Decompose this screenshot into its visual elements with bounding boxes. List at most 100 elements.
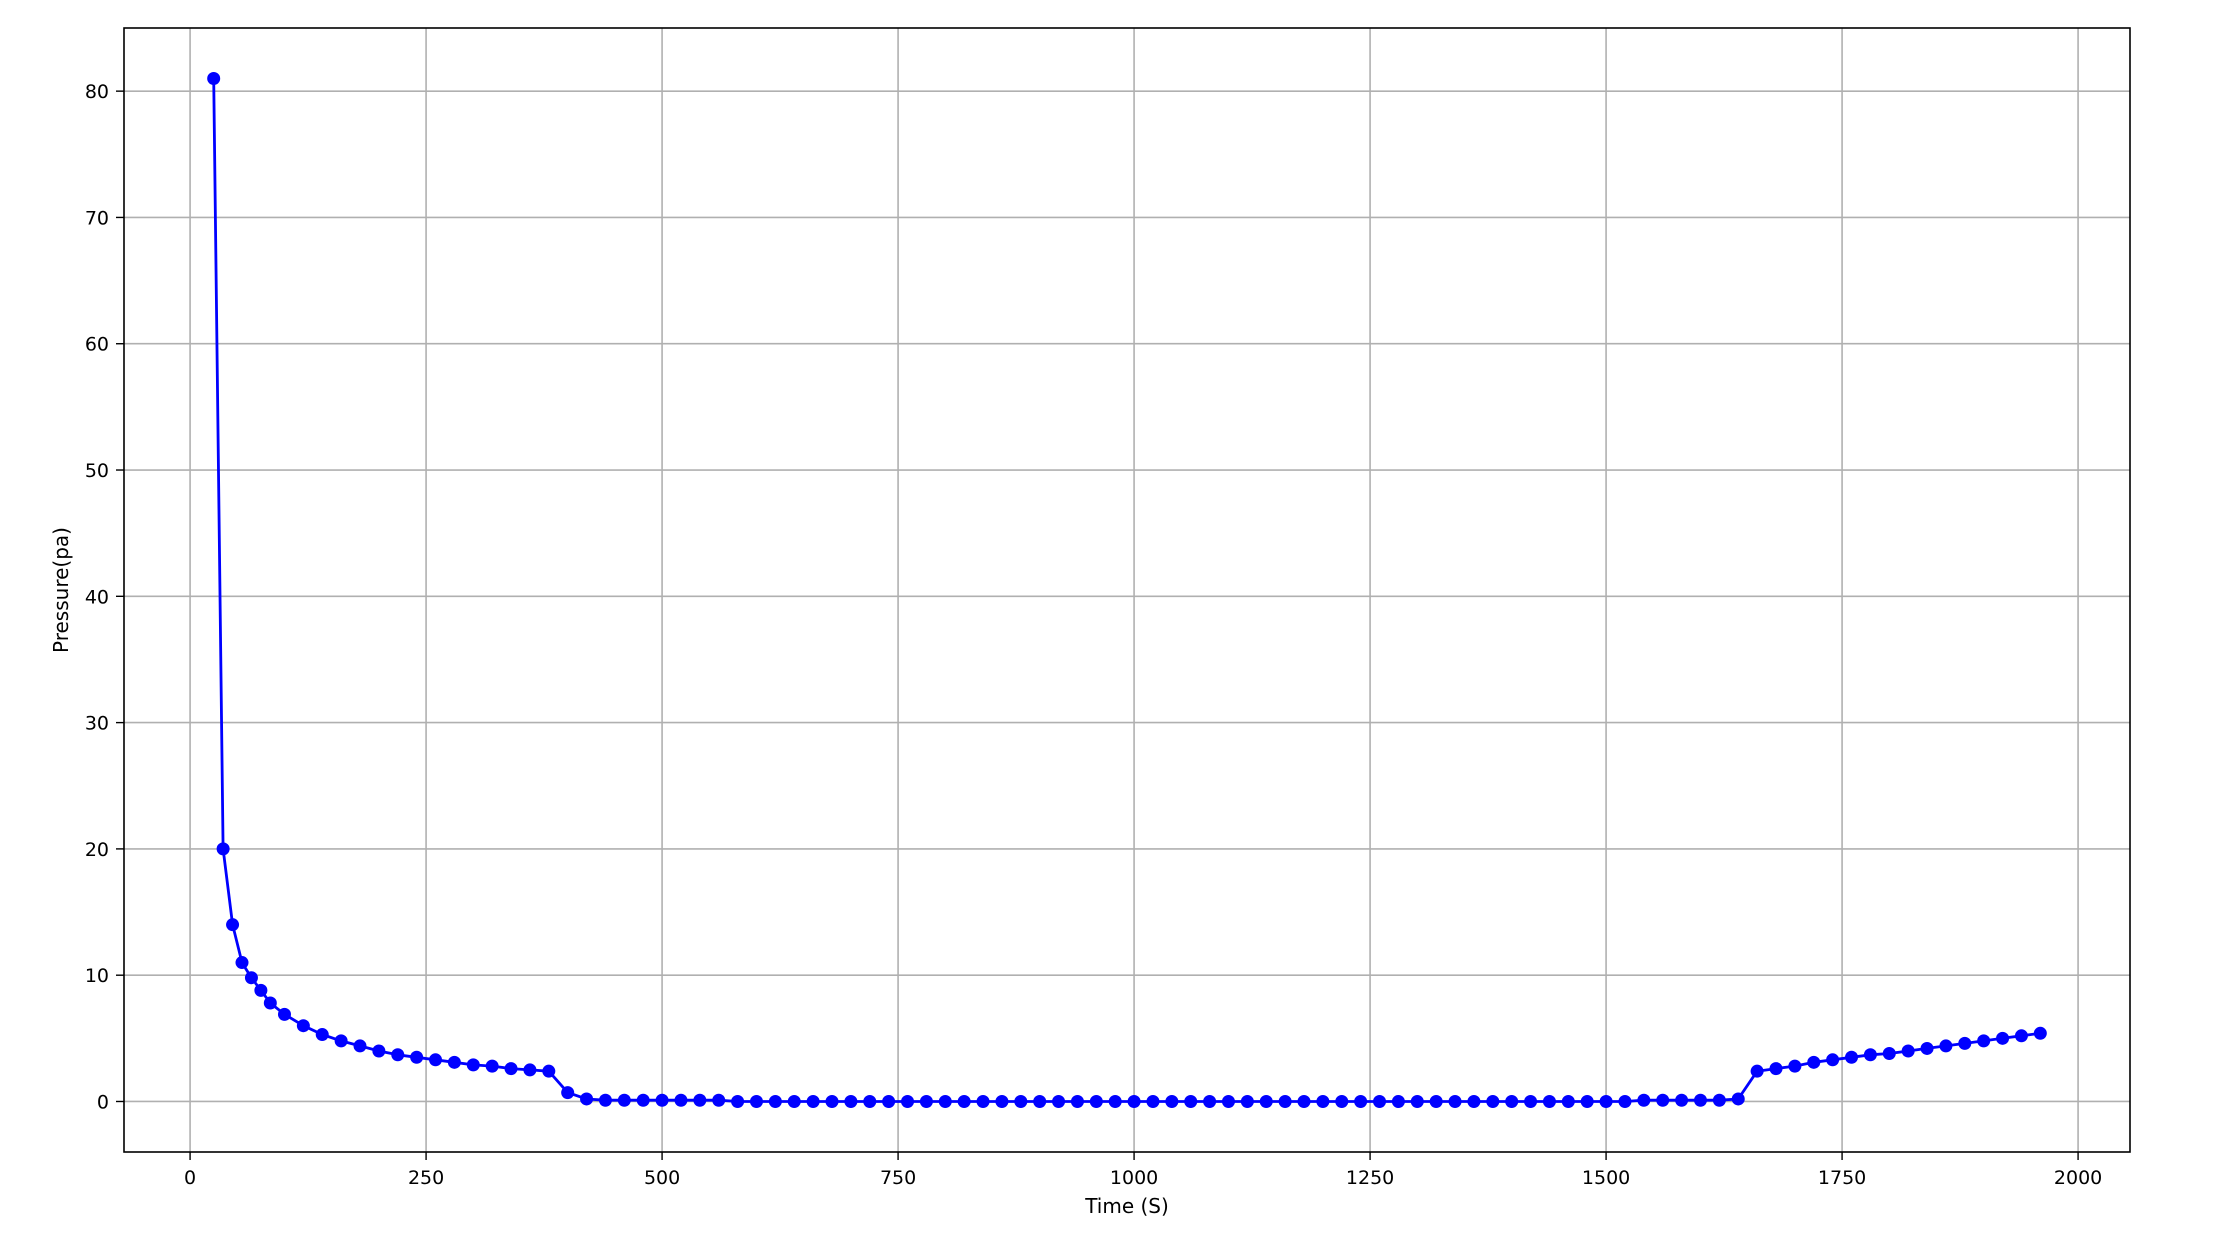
data-point [1448,1094,1462,1108]
data-point [315,1028,329,1042]
data-point [1221,1094,1235,1108]
data-point [580,1092,594,1106]
data-point [617,1093,631,1107]
data-point [1920,1041,1934,1055]
data-point [1505,1094,1519,1108]
data-point [296,1019,310,1033]
data-point [1977,1034,1991,1048]
data-point [995,1094,1009,1108]
data-point [1561,1094,1575,1108]
data-point [749,1094,763,1108]
x-axis-label: Time (S) [1084,1194,1169,1218]
data-point [1524,1094,1538,1108]
data-point [1675,1093,1689,1107]
data-point [485,1059,499,1073]
data-point [901,1094,915,1108]
data-point [277,1007,291,1021]
data-point [1693,1093,1707,1107]
y-tick-label: 70 [85,207,109,229]
data-point [1335,1094,1349,1108]
data-point [504,1062,518,1076]
data-point [1731,1092,1745,1106]
data-point [1467,1094,1481,1108]
data-point [938,1094,952,1108]
data-point [1391,1094,1405,1108]
data-point [787,1094,801,1108]
data-point [1580,1094,1594,1108]
data-point [372,1044,386,1058]
data-point [655,1093,669,1107]
plot-frame [123,27,2131,1153]
data-point [226,918,240,932]
data-point [1240,1094,1254,1108]
data-point [1203,1094,1217,1108]
y-tick-label: 30 [85,713,109,735]
data-point [2033,1026,2047,1040]
data-point [712,1093,726,1107]
data-point [410,1050,424,1064]
data-point [1354,1094,1368,1108]
x-tick-label: 1500 [1582,1167,1630,1189]
y-tick-label: 60 [85,334,109,356]
data-point [216,842,230,856]
data-point [429,1053,443,1067]
data-point [1184,1094,1198,1108]
data-point [1958,1036,1972,1050]
data-point [353,1039,367,1053]
data-point [844,1094,858,1108]
grid-lines [124,28,2130,1152]
data-point [636,1093,650,1107]
data-point [806,1094,820,1108]
data-point [1278,1094,1292,1108]
data-point [1033,1094,1047,1108]
x-tick-label: 0 [184,1167,196,1189]
y-tick-label: 50 [85,460,109,482]
data-point [882,1094,896,1108]
data-point [1656,1093,1670,1107]
data-point [447,1055,461,1069]
y-tick-label: 0 [97,1091,109,1113]
data-point [235,956,249,970]
data-point [919,1094,933,1108]
data-point [334,1034,348,1048]
data-point [1618,1094,1632,1108]
data-point [542,1064,556,1078]
data-point [1637,1093,1651,1107]
data-point [254,983,268,997]
data-point [1108,1094,1122,1108]
data-point [1769,1062,1783,1076]
data-point [825,1094,839,1108]
data-point [674,1093,688,1107]
data-point [1429,1094,1443,1108]
data-point [1863,1048,1877,1062]
data-point [1826,1053,1840,1067]
data-point [1750,1064,1764,1078]
data-point [561,1086,575,1100]
data-point [863,1094,877,1108]
y-axis: 0 10 20 30 40 50 60 70 80 [85,81,124,1113]
data-point [1089,1094,1103,1108]
data-point [1165,1094,1179,1108]
data-point [1807,1055,1821,1069]
data-point [2014,1029,2028,1043]
data-point [976,1094,990,1108]
y-tick-label: 10 [85,965,109,987]
x-tick-label: 500 [644,1167,680,1189]
data-point [1014,1094,1028,1108]
data-point [731,1094,745,1108]
data-point [523,1063,537,1077]
data-point [207,72,221,86]
series-line [212,78,2041,1103]
data-point [1297,1094,1311,1108]
data-point [693,1093,707,1107]
data-point [1996,1031,2010,1045]
data-point [244,971,258,985]
y-axis-label: Pressure(pa) [49,527,73,653]
data-point [263,996,277,1010]
x-tick-label: 1250 [1346,1167,1394,1189]
data-point [1410,1094,1424,1108]
data-point [1052,1094,1066,1108]
data-point [1542,1094,1556,1108]
data-point [1788,1059,1802,1073]
